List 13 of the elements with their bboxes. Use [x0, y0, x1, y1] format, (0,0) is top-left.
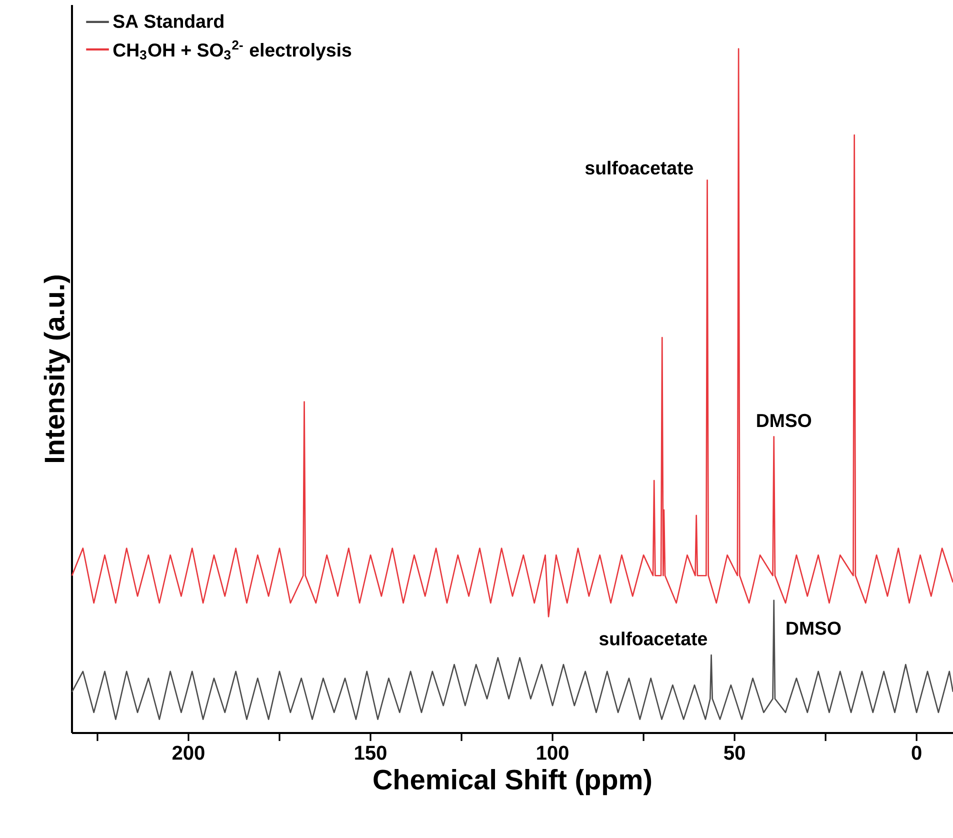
x-tick-label: 0 [912, 746, 922, 760]
annotation: sulfoacetate [585, 160, 694, 175]
x-axis-title: Chemical Shift (ppm) [374, 769, 652, 796]
annotation: sulfoacetate [599, 632, 708, 646]
x-tick-label: 100 [537, 746, 568, 760]
x-tick-label: 200 [172, 746, 204, 760]
legend-label: SA Standard [113, 14, 224, 28]
annotation: DMSO [786, 622, 841, 635]
y-axis-title: Intensity (a.u.) [44, 276, 70, 462]
x-tick-label: 150 [355, 746, 386, 760]
legend-label: CH$_{3}$OH + SO$_{3}$$^{2-}$ electrolysis [113, 40, 352, 60]
annotation: DMSO [757, 414, 812, 428]
x-tick-label: 50 [724, 746, 745, 760]
